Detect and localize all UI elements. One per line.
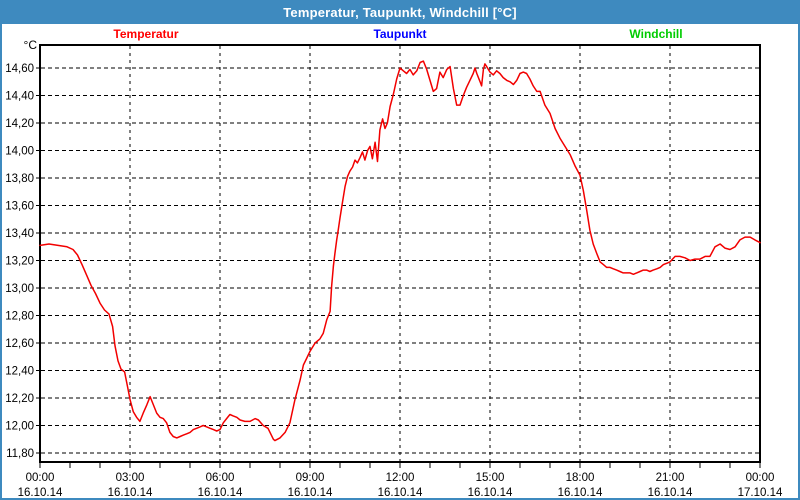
x-axis-date-label: 16.10.14: [198, 487, 243, 499]
temperatur-line: [39, 60, 761, 442]
legend-item-taupunkt: Taupunkt: [373, 27, 427, 41]
y-axis-tick-label: 12,00: [5, 421, 34, 433]
x-axis-date-label: 16.10.14: [648, 487, 693, 499]
x-axis-time-label: 06:00: [206, 472, 235, 484]
y-axis-tick-label: 11,80: [6, 448, 34, 460]
y-axis-tick-label: 13,00: [5, 283, 34, 295]
x-axis-time-label: 00:00: [746, 472, 775, 484]
y-axis-tick-label: 12,80: [5, 311, 34, 323]
x-axis-date-label: 16.10.14: [18, 487, 63, 499]
x-axis-date-label: 16.10.14: [288, 487, 333, 499]
x-axis-date-label: 16.10.14: [468, 487, 513, 499]
x-axis-time-label: 15:00: [476, 472, 505, 484]
plot-frame: [39, 44, 761, 463]
x-axis-date-label: 16.10.14: [378, 487, 423, 499]
window-title: Temperatur, Taupunkt, Windchill [°C]: [283, 4, 517, 20]
y-axis-tick-label: 14,40: [5, 91, 34, 103]
y-axis-tick-label: 12,60: [5, 338, 34, 350]
y-axis-tick-label: 13,20: [5, 256, 34, 268]
y-axis-tick-label: 13,80: [5, 173, 34, 185]
x-axis-date-label: 16.10.14: [108, 487, 153, 499]
y-axis-tick-label: 14,60: [5, 63, 34, 75]
legend-item-windchill: Windchill: [629, 27, 683, 41]
x-axis-time-label: 12:00: [386, 472, 415, 484]
y-axis-tick-label: 14,20: [5, 118, 34, 130]
x-axis-time-label: 09:00: [296, 472, 325, 484]
y-axis-tick-label: 13,40: [5, 228, 34, 240]
x-axis-date-label: 17.10.14: [738, 487, 783, 499]
window-titlebar[interactable]: Temperatur, Taupunkt, Windchill [°C]: [0, 0, 800, 24]
y-axis-tick-label: 12,40: [5, 366, 34, 378]
x-axis-time-label: 18:00: [566, 472, 595, 484]
x-axis-time-label: 00:00: [26, 472, 55, 484]
y-axis-tick-label: 12,20: [5, 393, 34, 405]
y-axis-unit-label: °C: [23, 38, 37, 52]
x-axis-date-label: 16.10.14: [558, 487, 603, 499]
y-axis-tick-label: 13,60: [5, 201, 34, 213]
y-axis-tick-label: 14,00: [5, 146, 34, 158]
legend-item-temperatur: Temperatur: [113, 27, 179, 41]
x-axis-time-label: 03:00: [116, 472, 145, 484]
x-axis-time-label: 21:00: [656, 472, 685, 484]
